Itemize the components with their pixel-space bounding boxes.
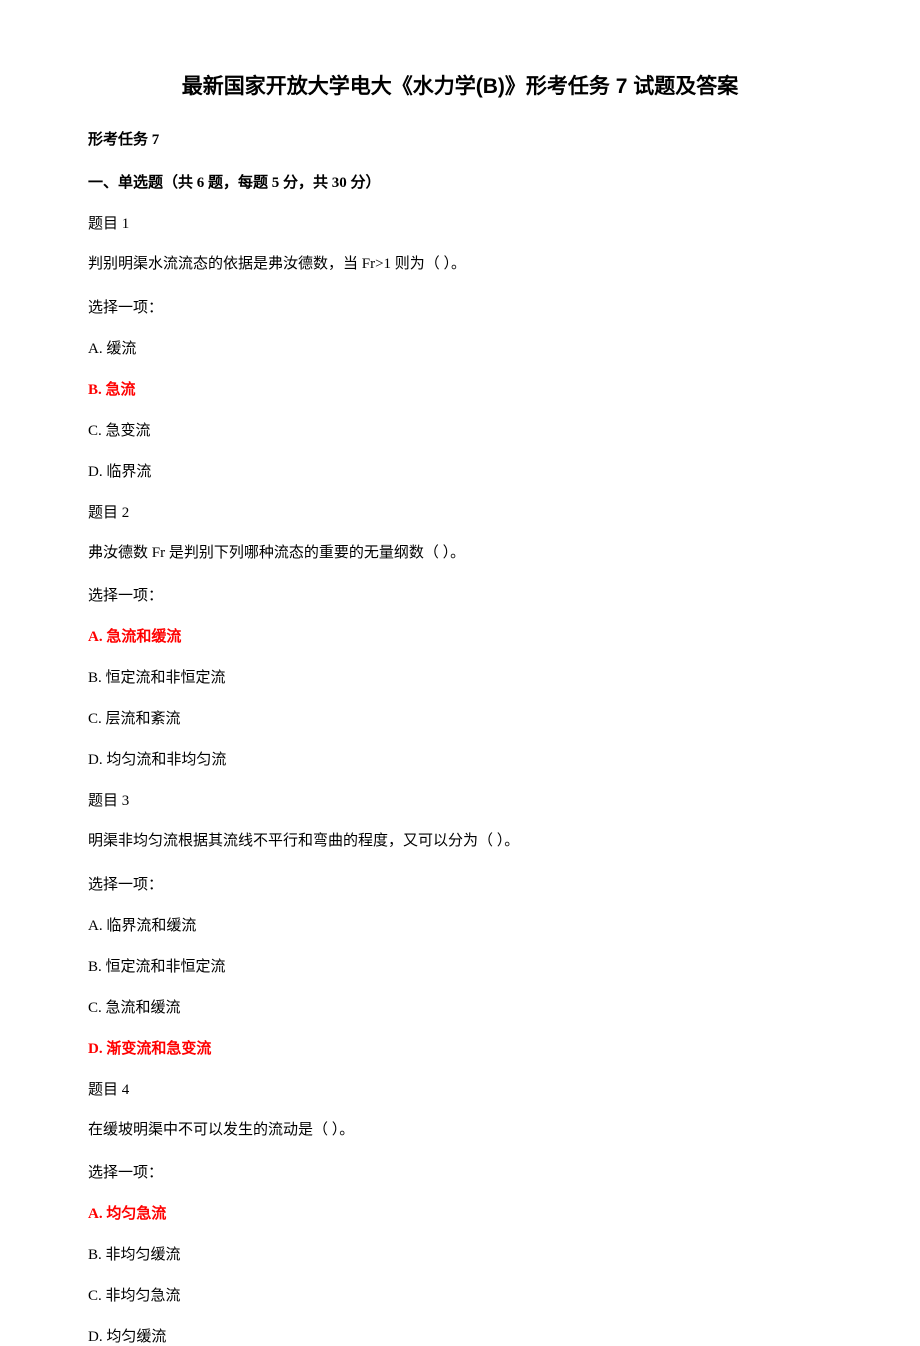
select-label: 选择一项： xyxy=(88,873,832,894)
option-a: A. 急流和缓流 xyxy=(88,625,832,646)
select-label: 选择一项： xyxy=(88,584,832,605)
option-b: B. 非均匀缓流 xyxy=(88,1243,832,1264)
select-label: 选择一项： xyxy=(88,296,832,317)
option-a: A. 临界流和缓流 xyxy=(88,914,832,935)
page-title: 最新国家开放大学电大《水力学(B)》形考任务 7 试题及答案 xyxy=(88,70,832,100)
option-d: D. 均匀缓流 xyxy=(88,1325,832,1346)
option-c: C. 急流和缓流 xyxy=(88,996,832,1017)
question-text: 在缓坡明渠中不可以发生的流动是（ ）。 xyxy=(88,1119,832,1142)
section-header: 一、单选题（共 6 题，每题 5 分，共 30 分） xyxy=(88,171,832,192)
option-c: C. 层流和紊流 xyxy=(88,707,832,728)
option-b: B. 恒定流和非恒定流 xyxy=(88,666,832,687)
question-num: 题目 4 xyxy=(88,1078,832,1099)
option-d: D. 渐变流和急变流 xyxy=(88,1037,832,1058)
question-text: 明渠非均匀流根据其流线不平行和弯曲的程度，又可以分为（ ）。 xyxy=(88,830,832,853)
select-label: 选择一项： xyxy=(88,1161,832,1182)
option-d: D. 均匀流和非均匀流 xyxy=(88,748,832,769)
option-b: B. 恒定流和非恒定流 xyxy=(88,955,832,976)
option-a: A. 缓流 xyxy=(88,337,832,358)
task-header: 形考任务 7 xyxy=(88,128,832,149)
question-text: 判别明渠水流流态的依据是弗汝德数，当 Fr>1 则为（ ）。 xyxy=(88,253,832,276)
question-num: 题目 3 xyxy=(88,789,832,810)
question-1: 题目 1 判别明渠水流流态的依据是弗汝德数，当 Fr>1 则为（ ）。 选择一项… xyxy=(88,212,832,481)
question-num: 题目 2 xyxy=(88,501,832,522)
question-3: 题目 3 明渠非均匀流根据其流线不平行和弯曲的程度，又可以分为（ ）。 选择一项… xyxy=(88,789,832,1058)
option-c: C. 急变流 xyxy=(88,419,832,440)
question-4: 题目 4 在缓坡明渠中不可以发生的流动是（ ）。 选择一项： A. 均匀急流 B… xyxy=(88,1078,832,1346)
option-d: D. 临界流 xyxy=(88,460,832,481)
question-num: 题目 1 xyxy=(88,212,832,233)
option-b: B. 急流 xyxy=(88,378,832,399)
question-text: 弗汝德数 Fr 是判别下列哪种流态的重要的无量纲数（ ）。 xyxy=(88,542,832,565)
question-2: 题目 2 弗汝德数 Fr 是判别下列哪种流态的重要的无量纲数（ ）。 选择一项：… xyxy=(88,501,832,770)
option-a: A. 均匀急流 xyxy=(88,1202,832,1223)
